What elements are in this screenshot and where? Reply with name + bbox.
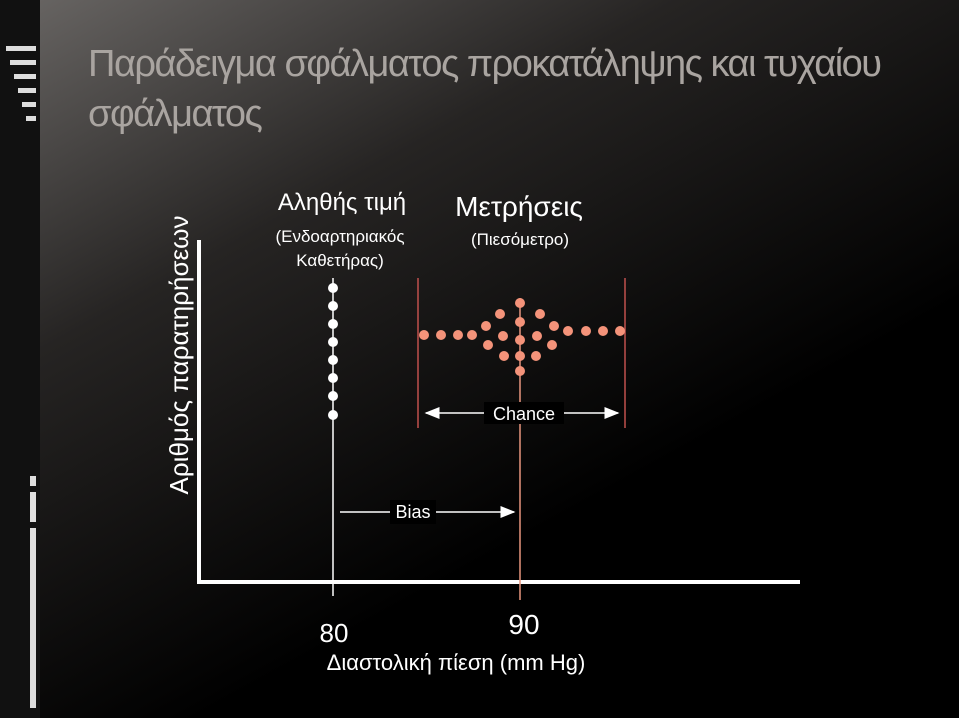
chance-label: Chance [493, 404, 555, 424]
x-tick-label: 90 [508, 609, 539, 640]
true-value-subtitle: Καθετήρας) [296, 251, 384, 270]
true-value-title: Αληθής τιμή [278, 189, 406, 216]
measurements-title: Μετρήσεις [455, 191, 583, 222]
bias-label: Bias [395, 502, 430, 522]
title: Παράδειγμα σφάλματος προκατάληψης και τυ… [88, 43, 881, 85]
y-axis-label: Αριθμός παρατηρήσεων [164, 216, 194, 495]
measurement-dots [419, 298, 625, 376]
side-decoration [6, 46, 36, 708]
measurements-subtitle: (Πιεσόμετρο) [471, 230, 569, 249]
x-axis-label: Διαστολική πίεση (mm Hg) [327, 650, 586, 675]
title: σφάλματος [88, 93, 263, 135]
true-value-subtitle: (Ενδοαρτηριακός [275, 227, 404, 246]
true-dots [328, 283, 338, 420]
x-tick-label: 80 [320, 618, 349, 648]
label-backdrop [390, 500, 436, 524]
label-backdrop [484, 402, 564, 424]
